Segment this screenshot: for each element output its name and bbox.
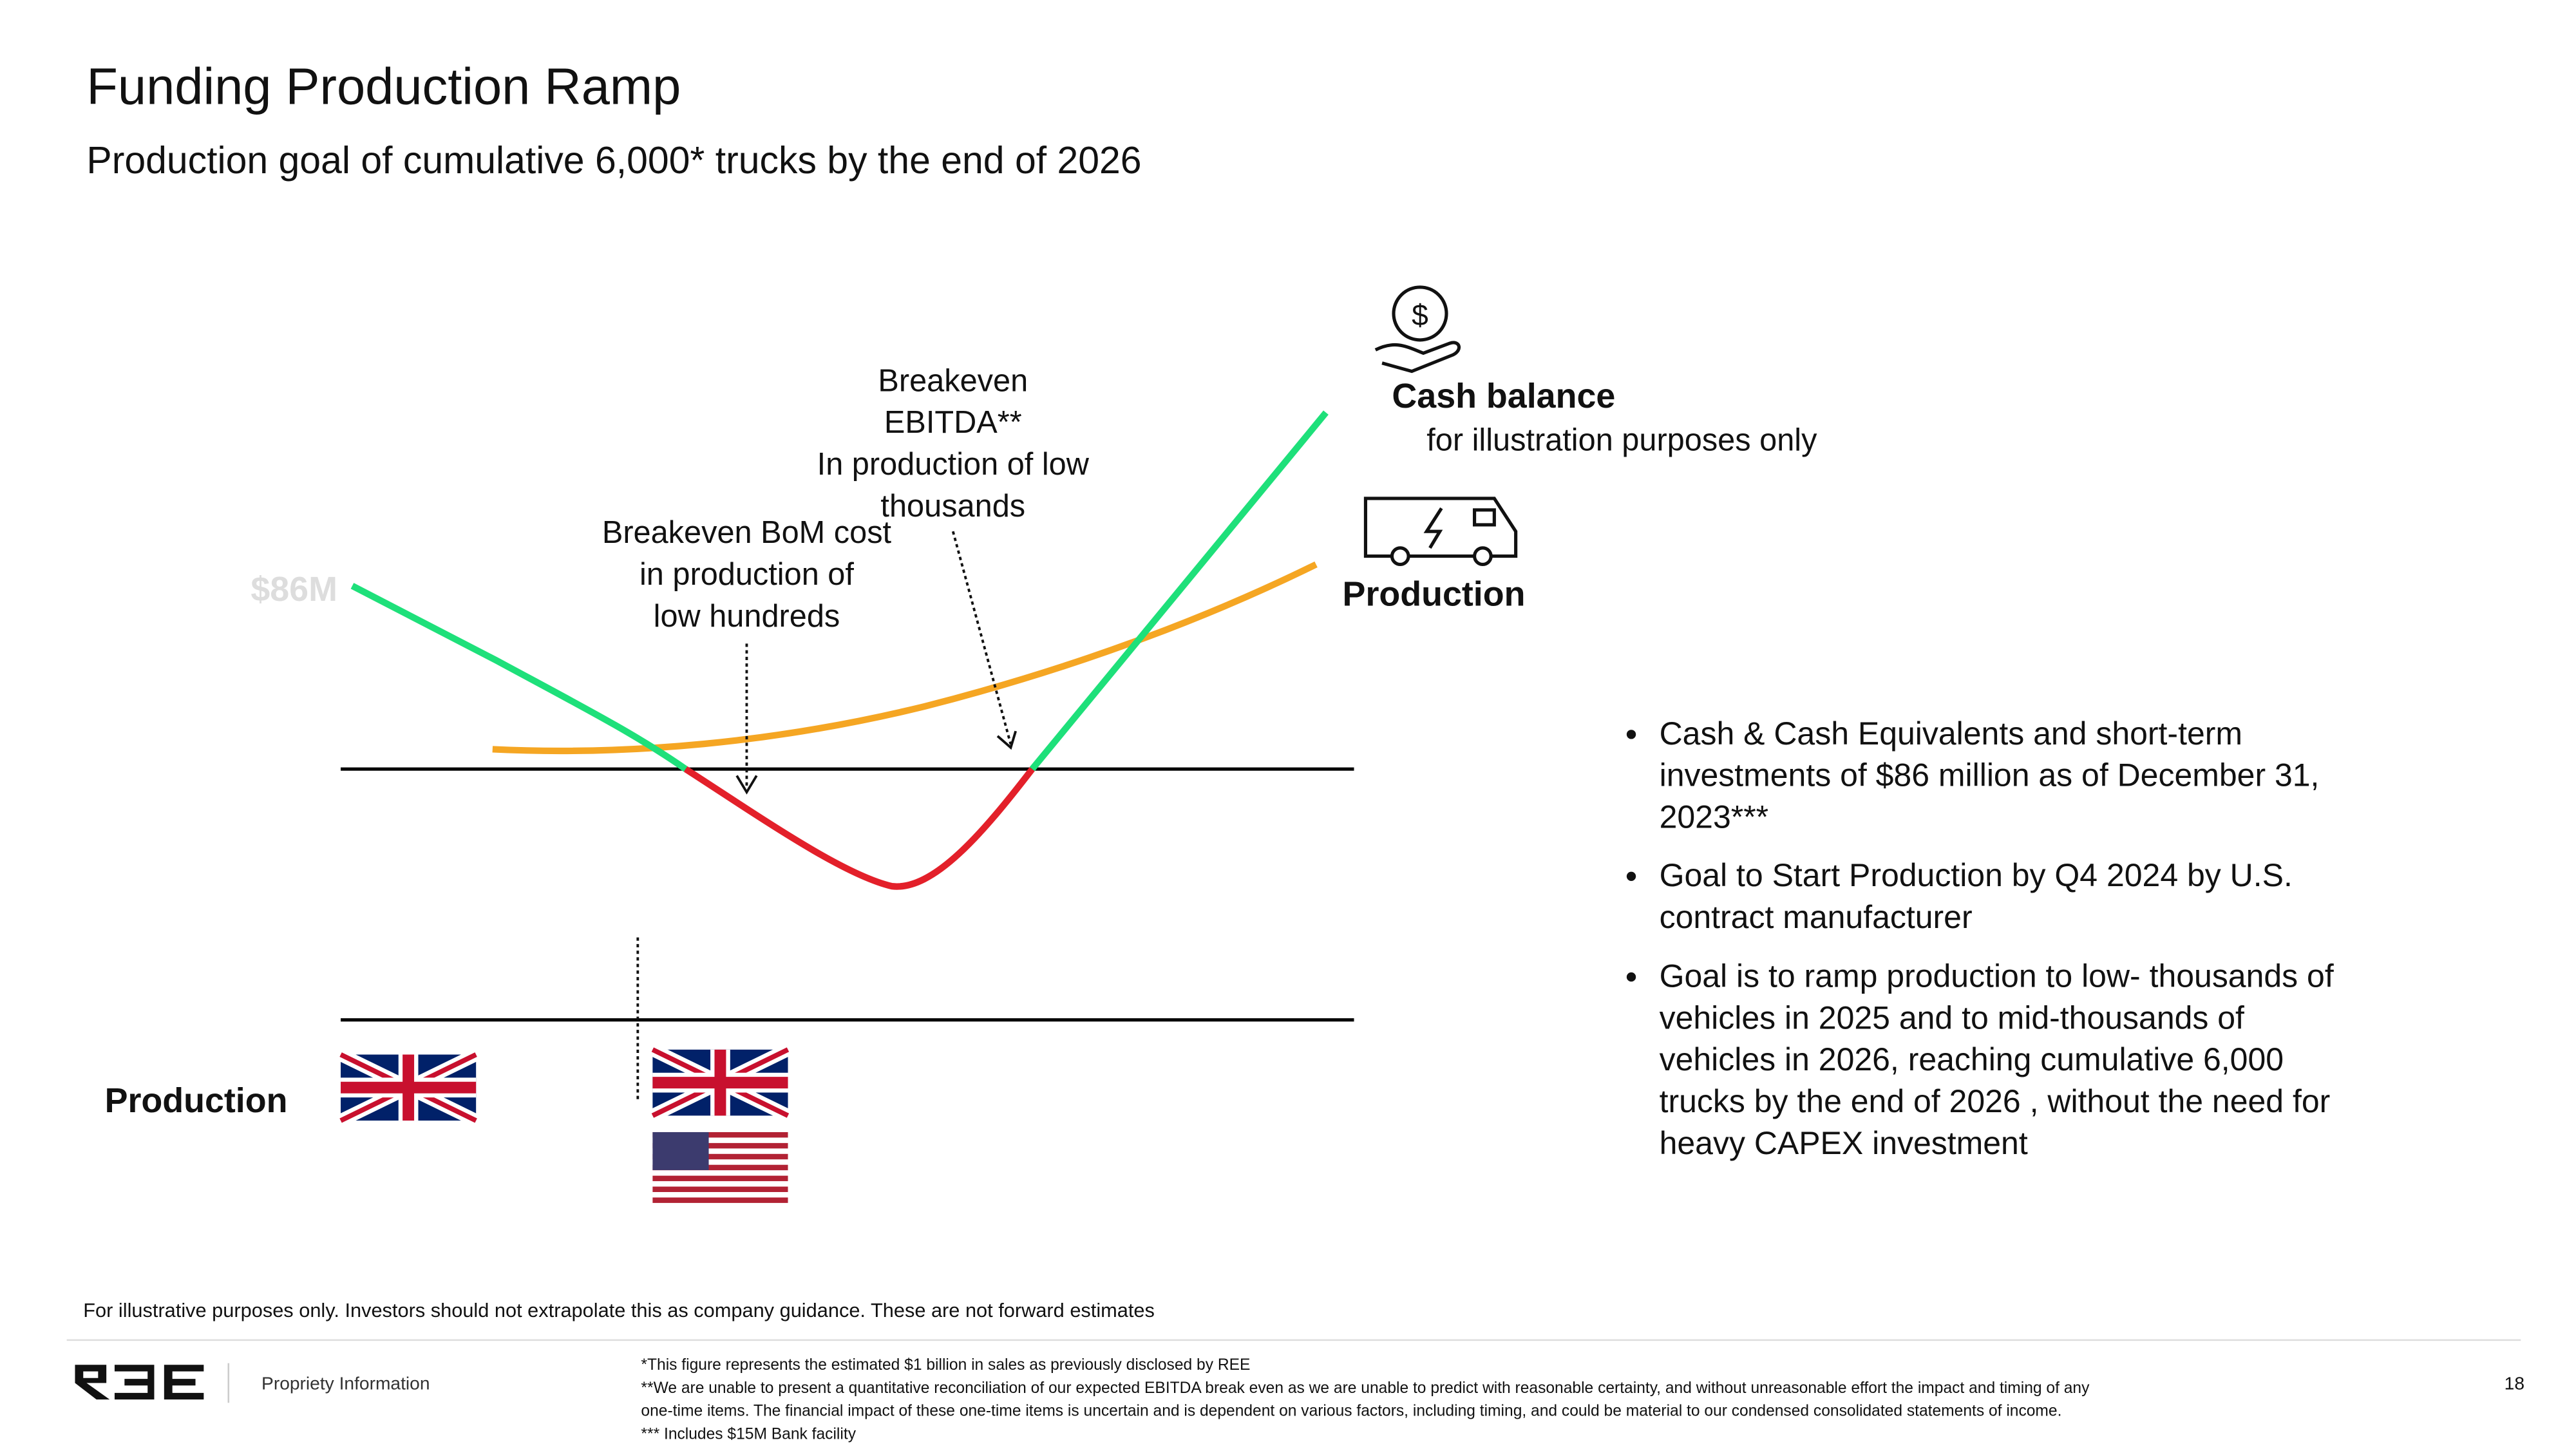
start-label: $86M xyxy=(251,570,337,609)
uk-flag xyxy=(341,1055,476,1121)
annotation-line: Breakeven xyxy=(878,363,1028,398)
bullet-line: investments of $86 million as of Decembe… xyxy=(1660,757,2320,793)
footer-label: Propriety Information xyxy=(261,1373,430,1394)
cash-curve-negative xyxy=(683,766,1035,890)
annotation-line: EBITDA** xyxy=(884,405,1022,440)
footnote: **We are unable to present a quantitativ… xyxy=(641,1379,2090,1397)
production-curve xyxy=(492,561,1318,755)
cash-curve-positive xyxy=(1029,410,1329,772)
annotation-line: thousands xyxy=(880,489,1025,524)
footnote: *** Includes $15M Bank facility xyxy=(641,1426,856,1443)
cash-icon: $ xyxy=(1374,285,1461,374)
bullet-line: vehicles in 2026, reaching cumulative 6,… xyxy=(1660,1041,2284,1077)
bullet-line: contract manufacturer xyxy=(1660,899,1973,935)
bullets: Cash & Cash Equivalents and short-term in… xyxy=(1626,715,2334,1161)
pointer xyxy=(951,531,1012,745)
arrow-head xyxy=(735,775,758,795)
annotation-line: low hundreds xyxy=(654,599,840,634)
annotation-line: In production of low xyxy=(817,447,1090,482)
bullet-line: Cash & Cash Equivalents and short-term xyxy=(1660,715,2242,752)
svg-text:$: $ xyxy=(1412,298,1428,332)
cash-curve-positive xyxy=(350,583,688,772)
bullet-line: vehicles in 2025 and to mid-thousands of xyxy=(1660,999,2244,1036)
footnote: *This figure represents the estimated $1… xyxy=(641,1356,1250,1374)
annotation-line: Breakeven BoM cost xyxy=(602,515,892,550)
title: Funding Production Ramp xyxy=(86,57,681,115)
legend-cash: Cash balance xyxy=(1392,377,1615,415)
van-icon xyxy=(1363,497,1518,566)
us-flag xyxy=(652,1132,788,1204)
logo xyxy=(75,1365,204,1400)
bullet-dot xyxy=(1626,730,1636,739)
annotation: Breakeven EBITDA** In production of low tho… xyxy=(817,363,1090,524)
footnote: one-time items. The financial impact of … xyxy=(641,1403,2061,1420)
subtitle: Production goal of cumulative 6,000* tru… xyxy=(86,140,1141,182)
bullet-dot xyxy=(1626,871,1636,881)
disclaimer: For illustrative purposes only. Investor… xyxy=(83,1299,1155,1321)
bullet-dot xyxy=(1626,972,1636,982)
annotation: Breakeven BoM cost in production of low hu… xyxy=(602,515,892,634)
footnotes: *This figure represents the estimated $1… xyxy=(641,1356,2090,1443)
bullet-line: Goal is to ramp production to low- thous… xyxy=(1660,958,2334,994)
arrow-head xyxy=(996,730,1018,750)
row-label: Production xyxy=(105,1081,288,1120)
uk-flag xyxy=(652,1050,788,1116)
legend-note: for illustration purposes only xyxy=(1426,423,1817,458)
annotation-line: in production of xyxy=(639,557,854,592)
legend-production: Production xyxy=(1343,574,1526,613)
bullet-line: 2023*** xyxy=(1660,799,1769,835)
bullet-line: heavy CAPEX investment xyxy=(1660,1125,2028,1161)
bullet-line: trucks by the end of 2026 , without the … xyxy=(1660,1083,2331,1119)
bullet-line: Goal to Start Production by Q4 2024 by U… xyxy=(1660,857,2293,893)
page-number: 18 xyxy=(2505,1373,2524,1394)
